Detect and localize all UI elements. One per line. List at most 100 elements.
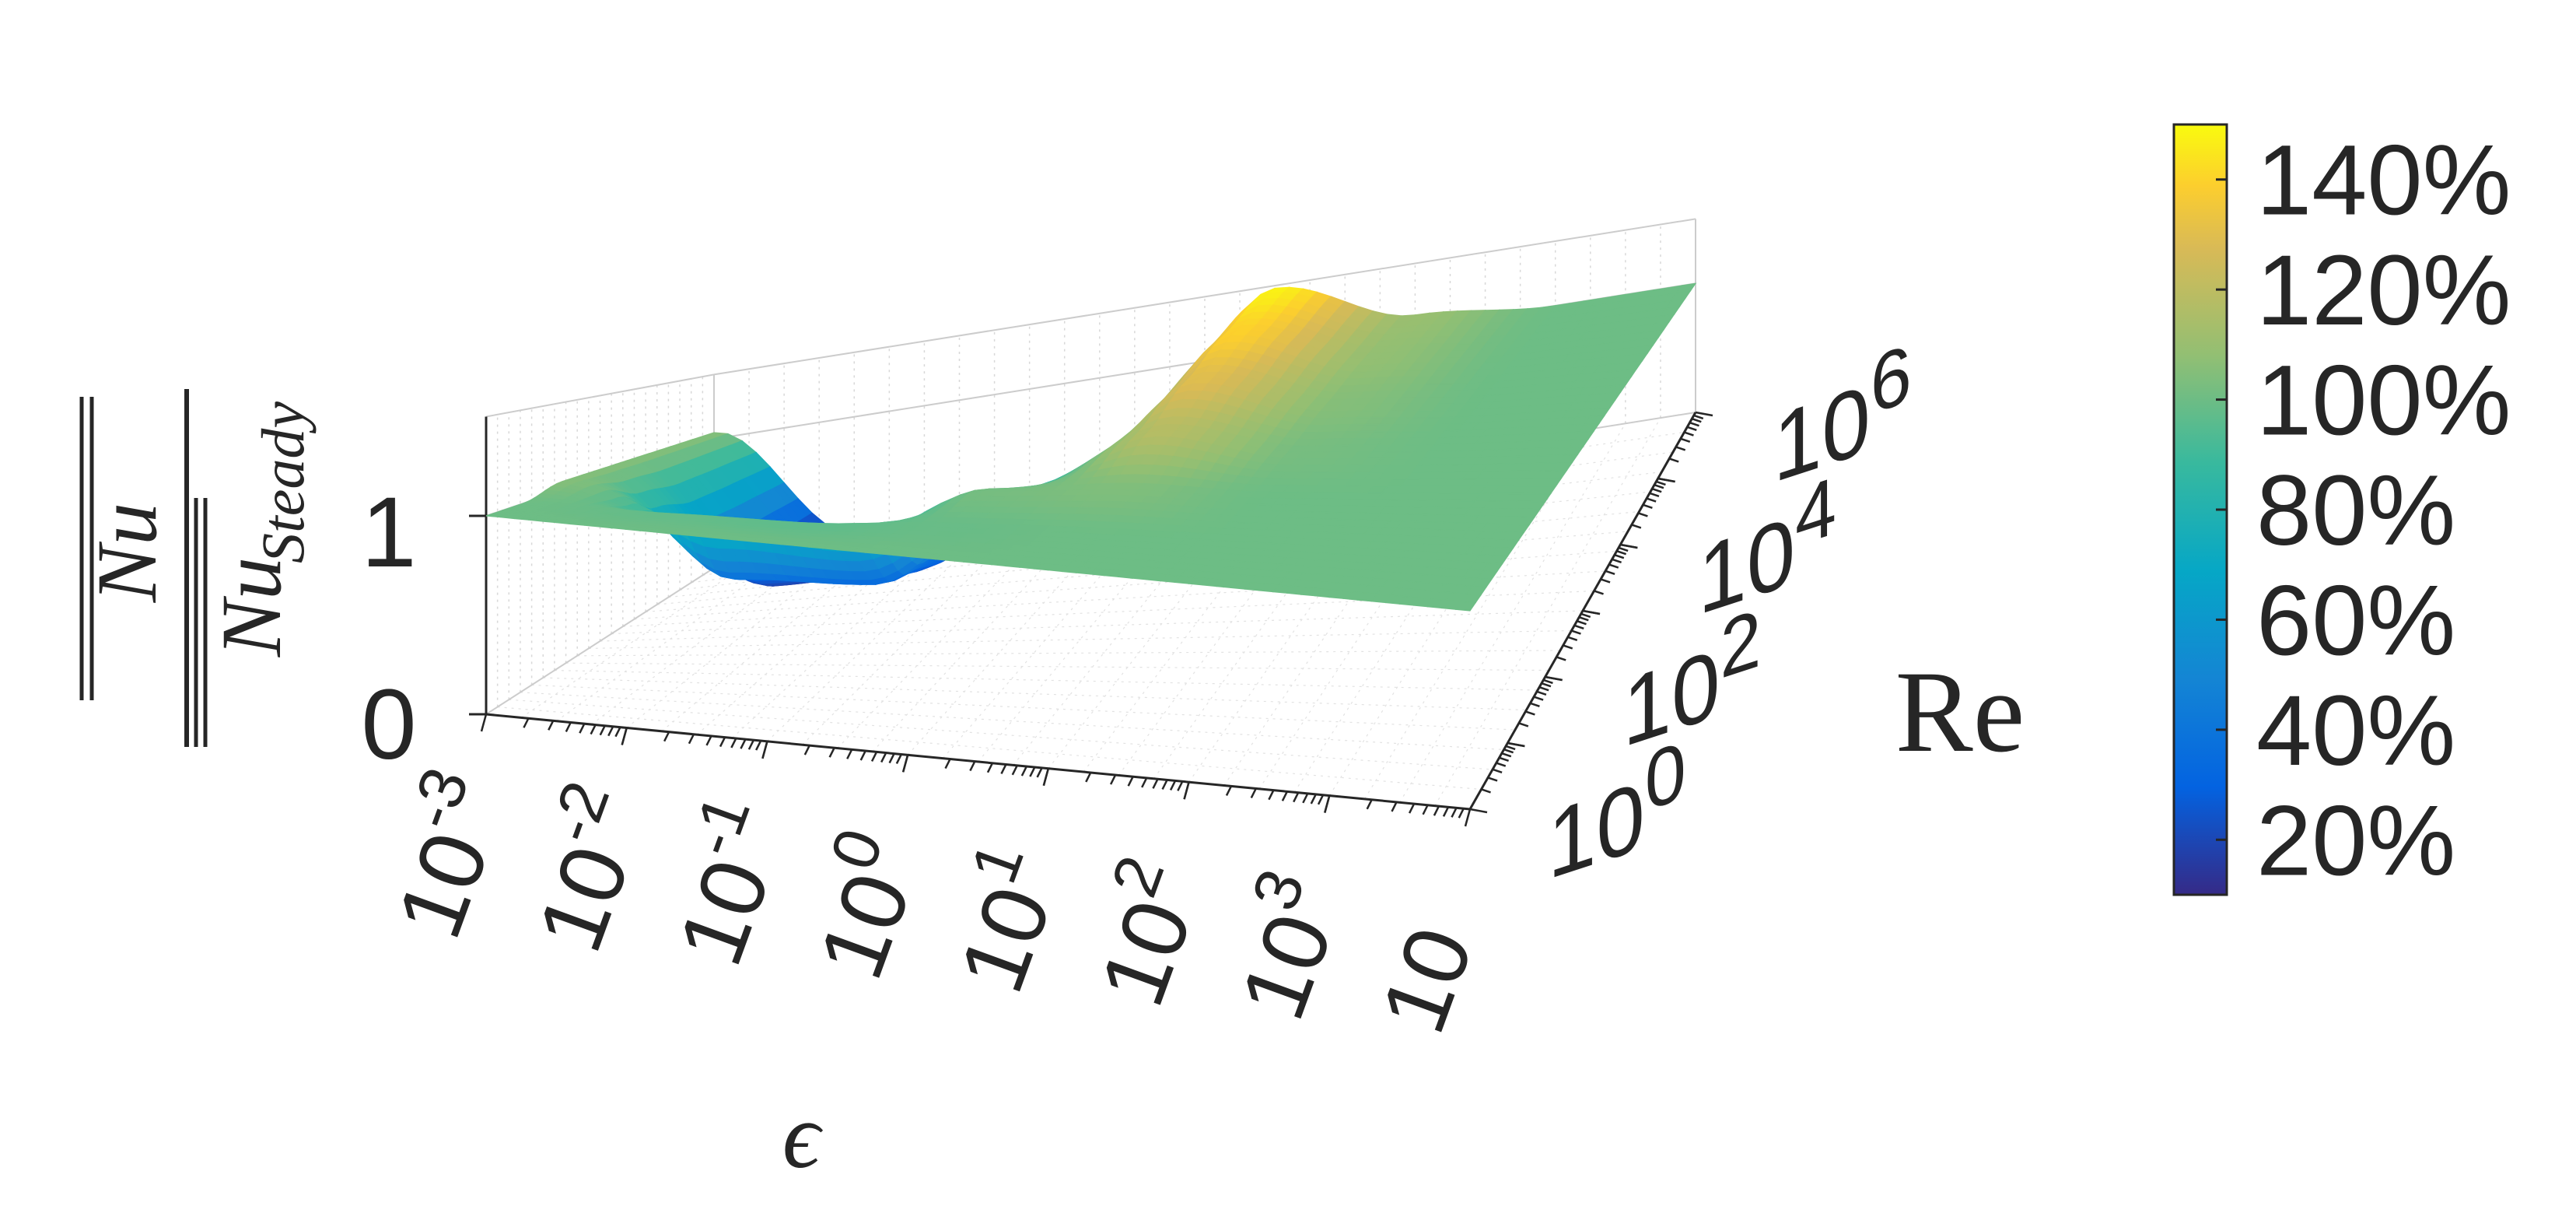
y-tick-label: 106 <box>1773 327 1912 503</box>
y-tick-mark <box>1487 777 1498 782</box>
x-tick-mark <box>590 724 597 735</box>
x-tick-mark <box>730 738 737 748</box>
y-tick-mark <box>1538 685 1549 692</box>
x-tick-label-text: 100 <box>781 819 943 991</box>
x-tick-label: 100 <box>781 819 943 991</box>
x-tick-mark <box>1161 779 1168 791</box>
x-tick-mark <box>614 727 621 738</box>
x-tick-label: 102 <box>1062 847 1223 1018</box>
x-tick-label-text: 10 <box>1361 914 1493 1045</box>
y-tick-mark <box>1695 411 1713 417</box>
x-tick-mark <box>1152 778 1159 789</box>
x-tick-mark <box>986 763 994 773</box>
grid-line-major <box>485 373 715 418</box>
x-tick-label: 101 <box>940 833 1071 1005</box>
x-tick-mark <box>1183 781 1190 800</box>
colorbar-tick-label: 20% <box>2256 785 2455 896</box>
y-tick-mark <box>1614 553 1625 559</box>
x-tick-mark <box>1250 787 1257 799</box>
z-tick-label-1: 1 <box>361 477 416 588</box>
grid-line-major <box>485 567 715 715</box>
y-tick-mark <box>1503 748 1514 754</box>
y-tick-mark <box>1616 550 1627 556</box>
colorbar-tick-label: 40% <box>2256 675 2455 787</box>
x-axis-label: ϵ <box>782 1084 824 1187</box>
grid-line <box>1328 434 1556 796</box>
y-tick-mark <box>1684 431 1694 436</box>
y-tick-mark <box>1518 722 1529 727</box>
z-tick-label-0: 0 <box>361 669 416 780</box>
y-tick-mark <box>1577 619 1587 626</box>
colorbar-tick-label: 80% <box>2256 455 2455 566</box>
y-tick-mark <box>1657 477 1675 483</box>
x-tick-label-text: 10-3 <box>359 759 529 951</box>
y-tick-mark <box>1580 612 1591 619</box>
x-tick-mark <box>1000 763 1007 775</box>
y-tick-mark <box>1656 480 1666 486</box>
x-tick-mark <box>548 720 555 731</box>
x-tick-label: 10-2 <box>500 772 670 964</box>
x-tick-mark <box>846 748 853 759</box>
y-tick-mark <box>1637 512 1648 517</box>
y-tick-mark <box>1675 446 1686 451</box>
surface-patch <box>1454 601 1476 612</box>
x-tick-mark <box>565 721 572 733</box>
x-tick-mark <box>901 754 909 773</box>
y-tick-mark <box>1646 497 1657 503</box>
surface <box>485 282 1697 612</box>
x-tick-mark <box>1109 774 1117 785</box>
z-axis-label: Nu Nu Steady <box>79 389 317 747</box>
x-axis-line <box>485 713 1471 811</box>
x-tick-mark <box>895 753 902 765</box>
x-tick-mark <box>579 723 586 734</box>
y-tick-mark <box>1691 418 1702 423</box>
grid-line <box>600 610 1584 642</box>
x-tick-mark <box>663 731 670 742</box>
y-tick-mark <box>1680 437 1691 443</box>
y-tick-mark <box>1543 678 1553 685</box>
x-tick-mark <box>761 741 768 759</box>
colorbar-ticks: 20%40%60%80%100%120%140% <box>2216 125 2511 896</box>
y-tick-mark <box>1571 629 1581 635</box>
y-tick-mark <box>1563 644 1573 650</box>
x-tick-mark <box>870 751 878 762</box>
colorbar-tick-label: 140% <box>2256 125 2511 237</box>
colorbar-tick-label: 60% <box>2256 565 2455 676</box>
y-tick-mark <box>1524 710 1535 716</box>
x-tick-label-text: 10-2 <box>500 772 670 964</box>
y-tick-mark <box>1649 492 1660 498</box>
x-tick-mark <box>688 734 695 745</box>
y-tick-mark <box>1492 768 1503 774</box>
x-tick-label: 10-1 <box>640 786 810 978</box>
x-tick-mark <box>607 726 614 737</box>
x-tick-mark <box>1464 808 1472 827</box>
axis-ticks <box>469 411 1713 827</box>
x-tick-mark <box>599 725 606 736</box>
grid-line <box>554 670 1538 691</box>
y-tick-mark <box>1582 609 1601 615</box>
y-tick-mark <box>1600 578 1611 584</box>
x-tick-label: 103 <box>1221 861 1353 1032</box>
grid-line <box>531 684 1516 731</box>
colorbar-tick-label: 120% <box>2256 235 2511 346</box>
x-tick-mark <box>1310 794 1317 805</box>
grid-line <box>1363 429 1591 800</box>
y-tick-mark <box>1608 563 1619 569</box>
grid-line <box>1434 417 1661 806</box>
x-tick-label-text: 10-1 <box>640 786 810 978</box>
y-tick-mark <box>1605 570 1615 576</box>
y-tick-mark <box>1654 484 1664 489</box>
y-tick-mark <box>1618 546 1629 552</box>
x-tick-label-text: 102 <box>1062 847 1223 1018</box>
y-tick-mark <box>1686 426 1697 432</box>
x-tick-mark <box>1391 801 1398 812</box>
x-tick-mark <box>1036 767 1043 778</box>
y-tick-mark <box>1481 788 1491 794</box>
y-tick-mark <box>1567 636 1578 642</box>
x-tick-mark <box>755 740 762 751</box>
x-tick-mark <box>1324 795 1331 813</box>
x-tick-mark <box>1011 765 1018 776</box>
grid-line <box>565 662 1549 671</box>
